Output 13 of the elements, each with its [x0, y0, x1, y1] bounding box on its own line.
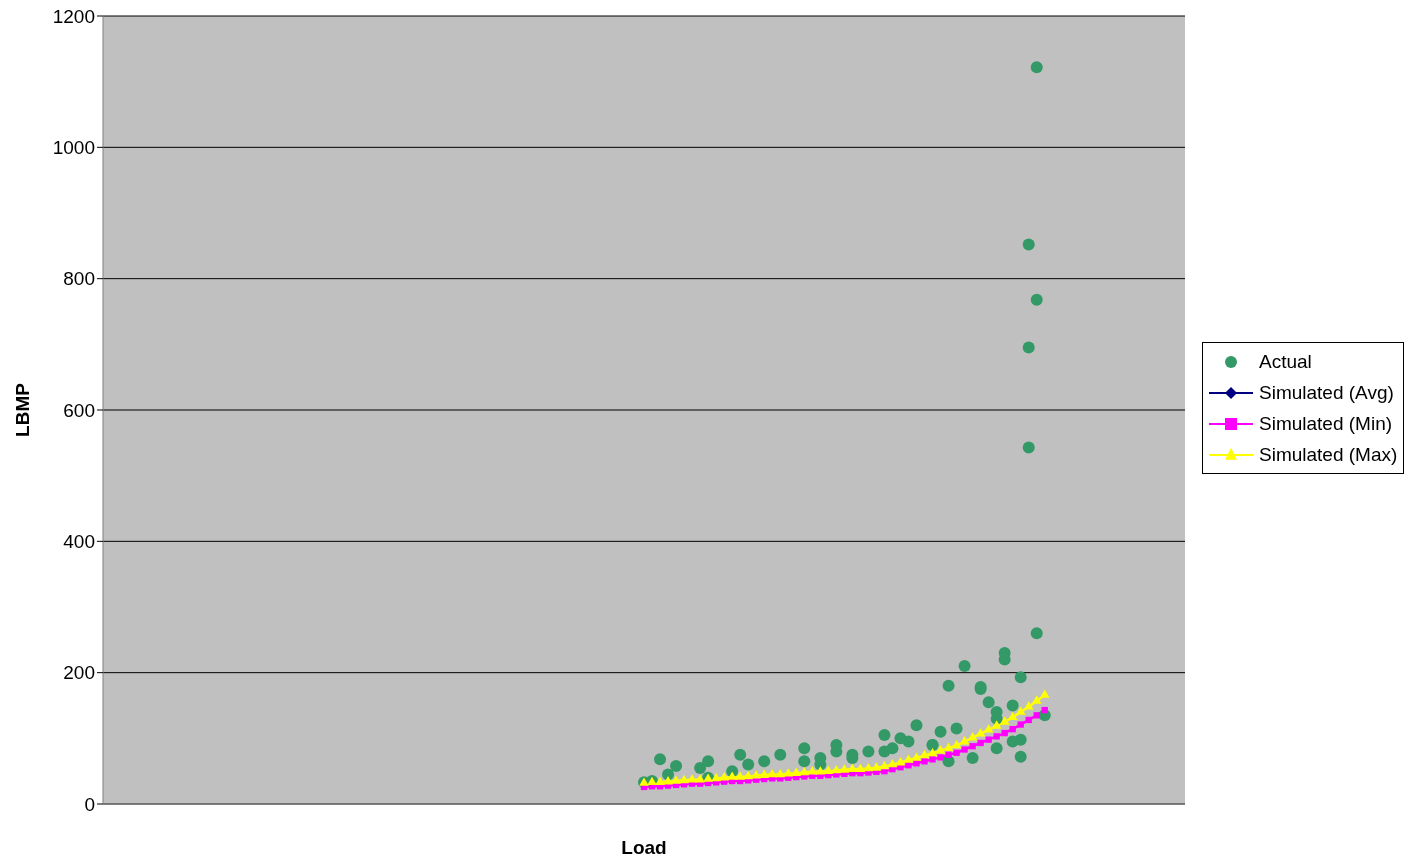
- y-tick-label: 800: [63, 268, 95, 290]
- y-tick-label: 600: [63, 399, 95, 421]
- legend-label: Simulated (Max): [1259, 443, 1398, 466]
- y-tick-label: 0: [84, 793, 95, 815]
- legend-label: Simulated (Avg): [1259, 381, 1394, 404]
- legend-label: Simulated (Min): [1259, 412, 1393, 435]
- y-tick-label: 1000: [52, 137, 95, 159]
- y-tick-label: 200: [63, 662, 95, 684]
- y-tick-label: 1200: [52, 5, 95, 27]
- y-tick-label: 400: [63, 531, 95, 553]
- legend-label: Actual: [1259, 350, 1312, 373]
- y-axis-title: LBMP: [11, 382, 33, 437]
- x-axis-title: Load: [621, 837, 667, 856]
